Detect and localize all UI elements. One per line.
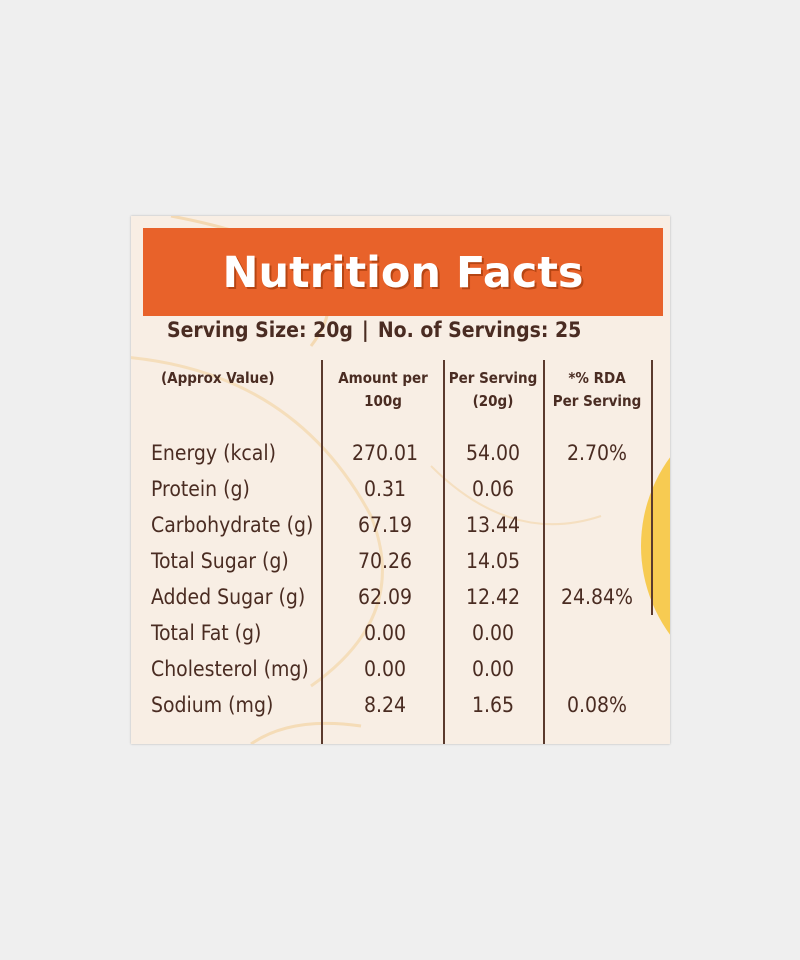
title-banner: Nutrition Facts <box>143 228 663 316</box>
swirl-left <box>131 356 384 688</box>
amount-per-100g: 0.00 <box>363 621 407 645</box>
column-divider-4 <box>651 360 653 615</box>
nutrient-name: Added Sugar (g) <box>151 585 306 609</box>
table-row: Protein (g) 0.31 0.06 <box>131 471 670 507</box>
amount-per-serving: 12.42 <box>465 585 521 609</box>
amount-per-100g: 67.19 <box>357 513 413 537</box>
table-row: Cholesterol (mg) 0.00 0.00 <box>131 651 670 687</box>
servings-count: No. of Servings: 25 <box>377 318 582 342</box>
serving-info: Serving Size: 20g | No. of Servings: 25 <box>167 318 667 342</box>
amount-per-serving: 13.44 <box>465 513 521 537</box>
table-row: Carbohydrate (g) 67.19 13.44 <box>131 507 670 543</box>
column-divider-3 <box>543 360 545 744</box>
rda-percent: 0.08% <box>566 693 627 717</box>
table-row: Sodium (mg) 8.24 1.65 0.08% <box>131 687 670 723</box>
table-row: Added Sugar (g) 62.09 12.42 24.84% <box>131 579 670 615</box>
table-row: Total Sugar (g) 70.26 14.05 <box>131 543 670 579</box>
amount-per-serving: 0.00 <box>471 657 515 681</box>
column-divider-1 <box>321 360 323 744</box>
header-approx-value: (Approx Value) <box>161 369 275 387</box>
decorative-swirls <box>131 216 670 744</box>
header-rda-line1: *% RDA <box>568 369 626 387</box>
swirl-bottom <box>250 721 362 744</box>
header-per-serving-line1: Per Serving <box>448 369 538 387</box>
header-per-serving-line2: (20g) <box>472 392 514 410</box>
amount-per-serving: 1.65 <box>471 693 515 717</box>
amount-per-serving: 54.00 <box>465 441 521 465</box>
nutrient-name: Cholesterol (mg) <box>151 657 309 681</box>
nutrition-label: Nutrition Facts Serving Size: 20g | No. of… <box>131 216 670 744</box>
amount-per-100g: 0.00 <box>363 657 407 681</box>
table-row: Total Fat (g) 0.00 0.00 <box>131 615 670 651</box>
header-rda-line2: Per Serving <box>552 392 642 410</box>
nutrient-name: Carbohydrate (g) <box>151 513 314 537</box>
amount-per-100g: 0.31 <box>363 477 407 501</box>
nutrient-name: Total Sugar (g) <box>151 549 289 573</box>
header-amount-line1: Amount per <box>338 369 428 387</box>
amount-per-serving: 14.05 <box>465 549 521 573</box>
yellow-circle <box>641 457 670 635</box>
swirl-middle <box>430 465 602 526</box>
amount-per-100g: 70.26 <box>357 549 413 573</box>
header-amount-line2: 100g <box>364 392 402 410</box>
amount-per-100g: 270.01 <box>351 441 419 465</box>
nutrient-name: Sodium (mg) <box>151 693 274 717</box>
amount-per-serving: 0.06 <box>471 477 515 501</box>
amount-per-100g: 62.09 <box>357 585 413 609</box>
nutrient-name: Energy (kcal) <box>151 441 277 465</box>
table-row: Energy (kcal) 270.01 54.00 2.70% <box>131 435 670 471</box>
amount-per-serving: 0.00 <box>471 621 515 645</box>
rda-percent: 2.70% <box>566 441 627 465</box>
serving-size: Serving Size: 20g <box>167 318 353 342</box>
amount-per-100g: 8.24 <box>363 693 407 717</box>
nutrient-name: Protein (g) <box>151 477 250 501</box>
nutrition-title: Nutrition Facts <box>222 248 584 298</box>
column-divider-2 <box>443 360 445 744</box>
nutrient-name: Total Fat (g) <box>151 621 262 645</box>
serving-separator: | <box>361 318 369 342</box>
rda-percent: 24.84% <box>560 585 634 609</box>
